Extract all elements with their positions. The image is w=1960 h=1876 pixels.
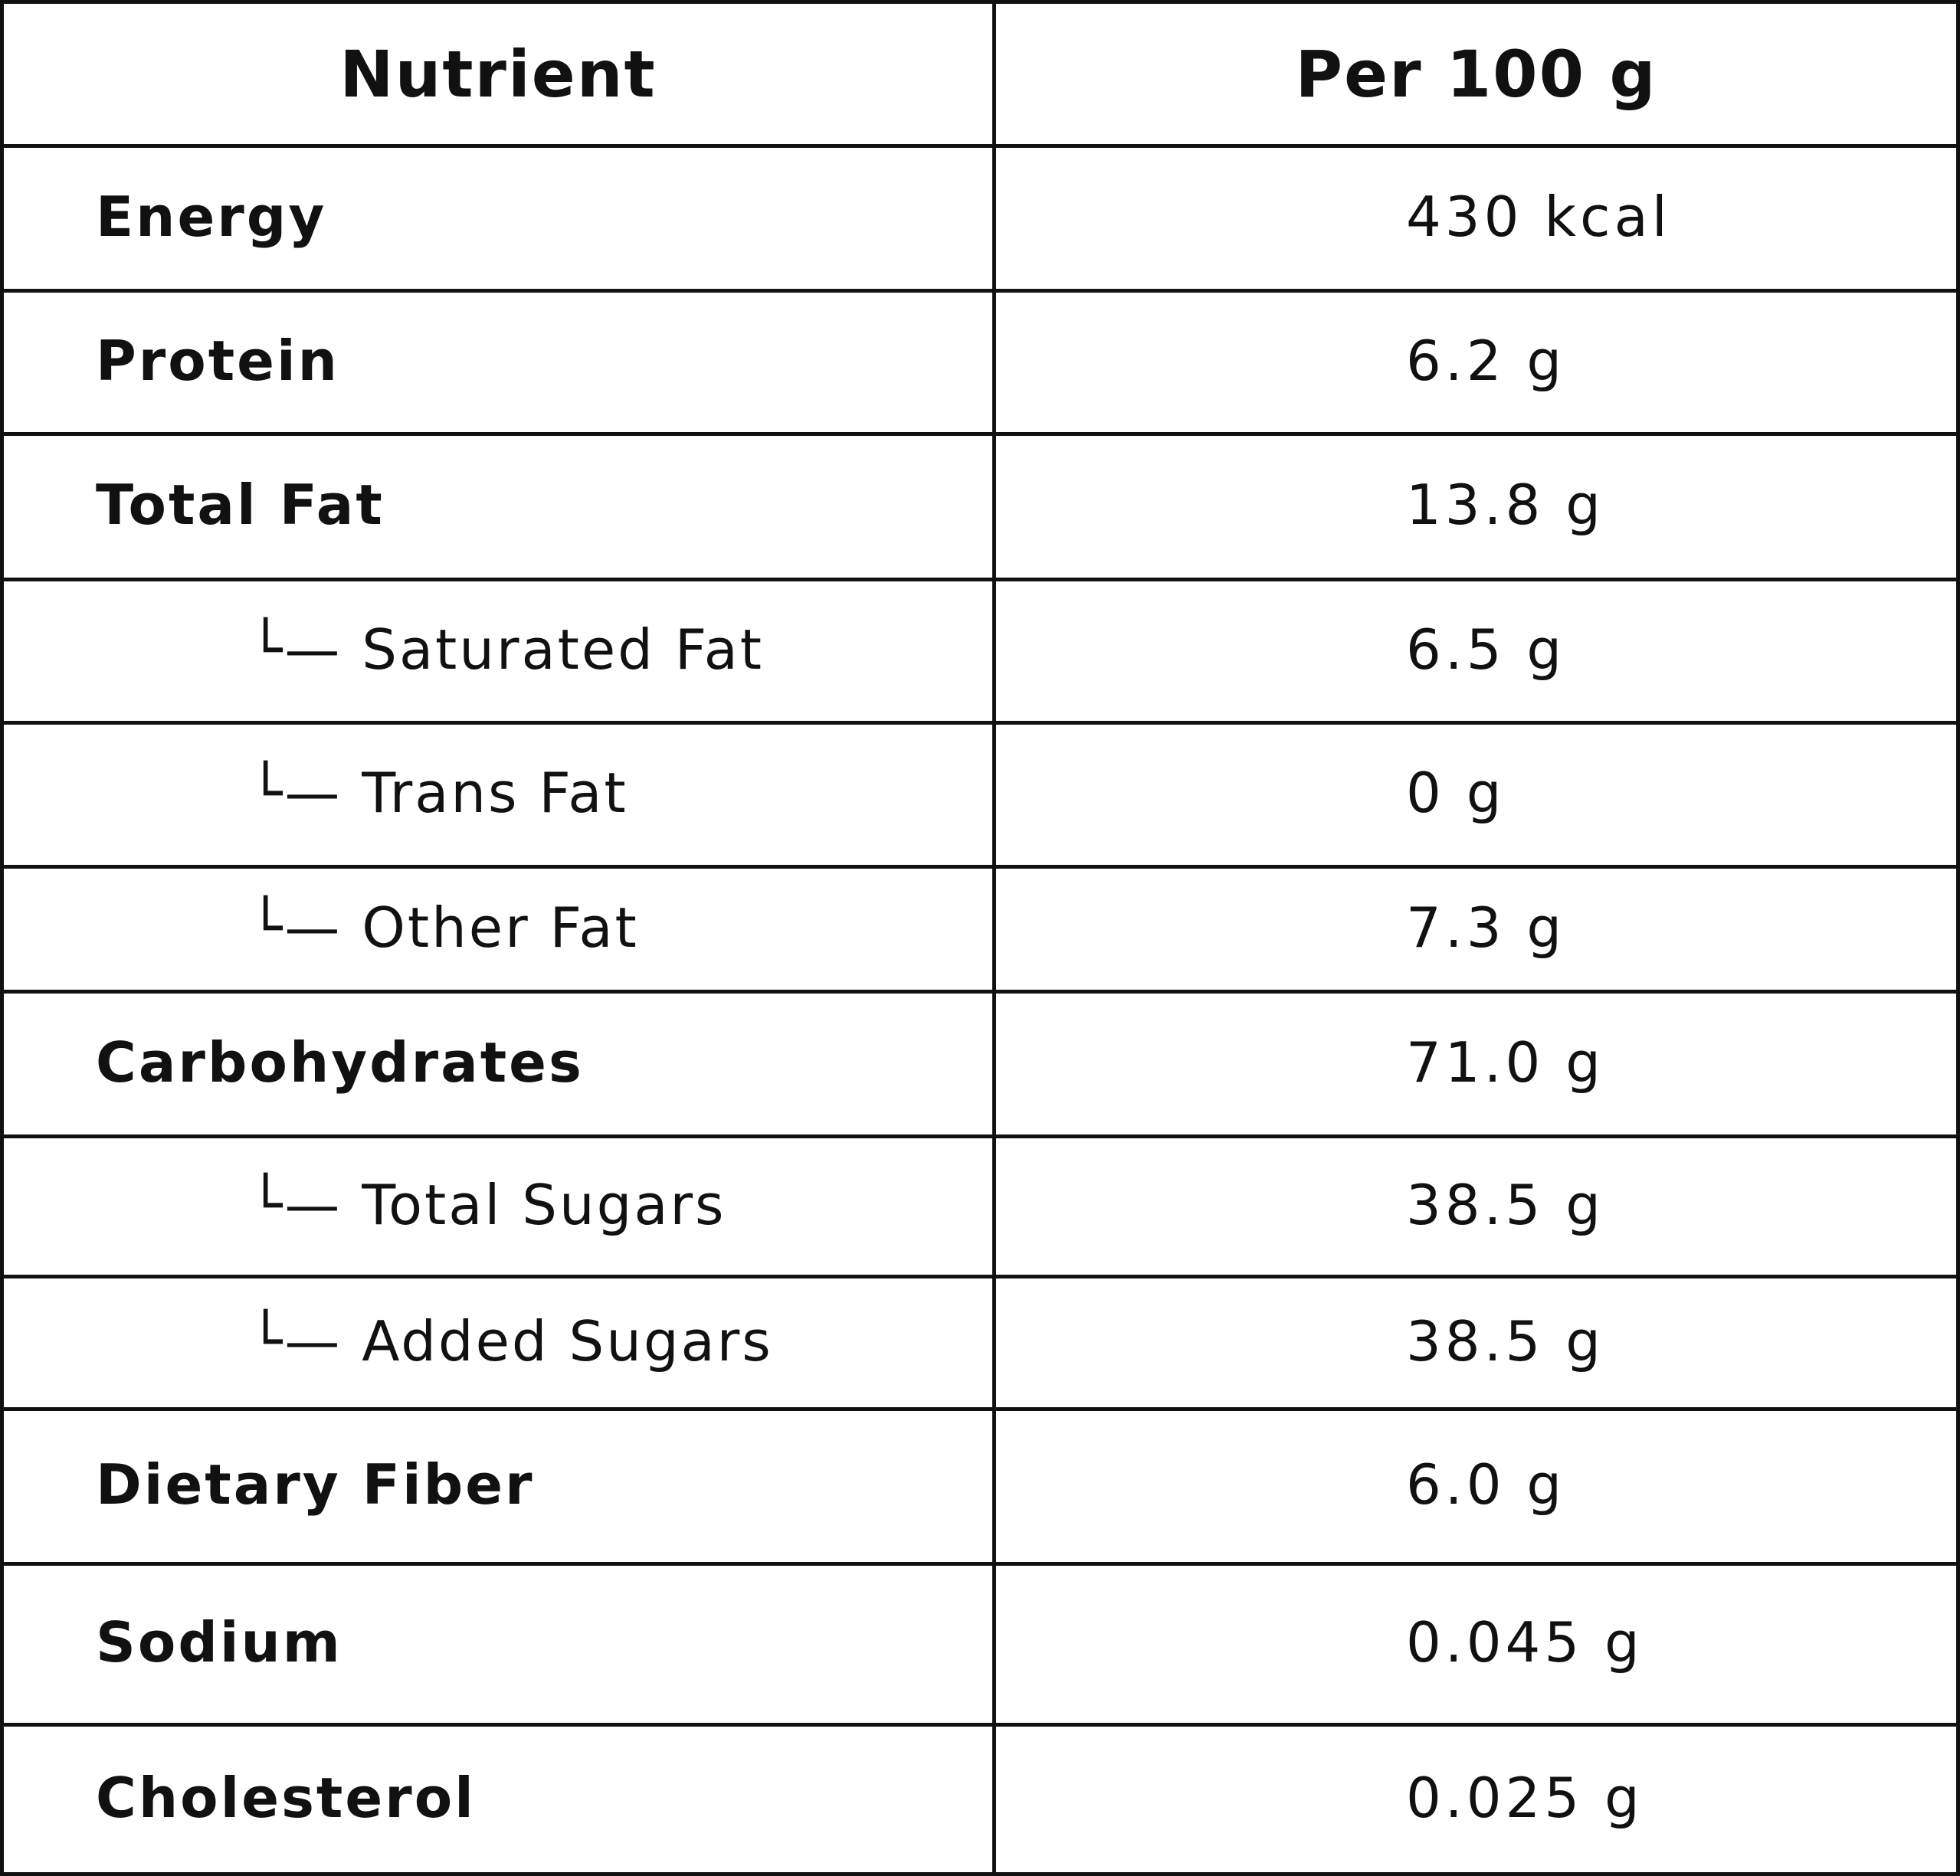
nutrient-name: Energy [4,144,996,289]
nutrient-name: └— Added Sugars [4,1275,996,1407]
nutrient-value: 6.0 g [1406,1452,1566,1517]
table-row: └— Total Sugars 38.5 g [4,1134,1956,1278]
table-row: Dietary Fiber 6.0 g [4,1407,1956,1566]
header-cell: Nutrient [4,4,996,144]
nutrient-value: 6.2 g [1406,328,1566,393]
nutrient-value: 71.0 g [1406,1030,1604,1095]
nutrient-name: Cholesterol [4,1723,996,1872]
nutrient-name: Total Fat [4,432,996,578]
nutrient-value: 7.3 g [1406,895,1566,960]
nutrient-value: 0.025 g [1406,1765,1644,1830]
nutrient-value: 430 kcal [1406,184,1671,249]
nutrient-name: Carbohydrates [4,990,996,1134]
nutrient-value: 0 g [1406,761,1506,825]
nutrient-value: 38.5 g [1406,1308,1604,1373]
table-row: └— Added Sugars 38.5 g [4,1275,1956,1411]
table-row: └— Trans Fat 0 g [4,721,1956,869]
table-row: └— Saturated Fat 6.5 g [4,578,1956,725]
table-row: Sodium 0.045 g [4,1562,1956,1727]
nutrient-name: └— Other Fat [4,865,996,990]
nutrient-value: 0.045 g [1406,1610,1644,1675]
table-row: Protein 6.2 g [4,289,1956,436]
nutrient-name: Dietary Fiber [4,1407,996,1562]
nutrient-value: 13.8 g [1406,473,1604,537]
nutrient-name: Sodium [4,1562,996,1723]
table-row: └— Other Fat 7.3 g [4,865,1956,994]
table-row: Carbohydrates 71.0 g [4,990,1956,1138]
table-row: Cholesterol 0.025 g [4,1723,1956,1872]
nutrient-name: Protein [4,289,996,432]
header-cell: Per 100 g [1295,36,1657,112]
nutrient-value: 38.5 g [1406,1172,1604,1237]
header-row: Nutrient Per 100 g [4,4,1956,148]
table-row: Energy 430 kcal [4,144,1956,293]
nutrient-name: └— Trans Fat [4,721,996,865]
nutrient-name: └— Saturated Fat [4,578,996,721]
nutrient-name: └— Total Sugars [4,1134,996,1275]
table-row: Total Fat 13.8 g [4,432,1956,581]
nutrient-value: 6.5 g [1406,617,1566,682]
